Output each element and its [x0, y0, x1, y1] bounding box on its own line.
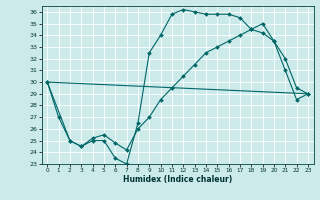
X-axis label: Humidex (Indice chaleur): Humidex (Indice chaleur)	[123, 175, 232, 184]
